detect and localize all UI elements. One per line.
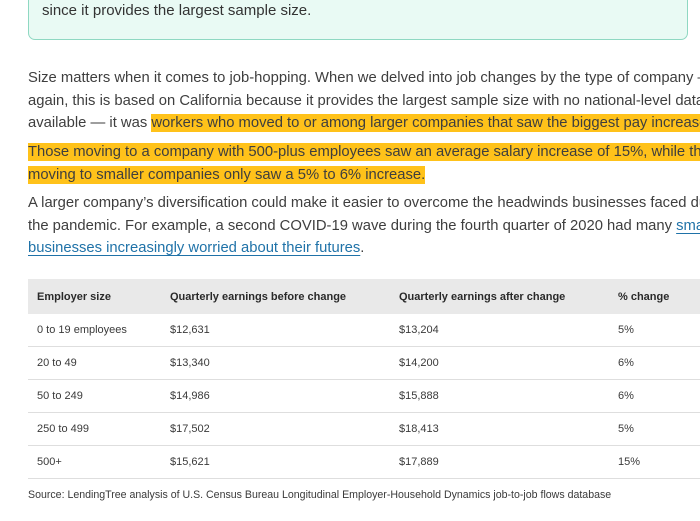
table-row: 250 to 499 $17,502 $18,413 5%	[28, 413, 700, 446]
table-cell: $13,204	[399, 324, 439, 336]
column-header-after: Quarterly earnings after change	[399, 290, 566, 303]
table-header-row: Employer size Quarterly earnings before …	[28, 279, 700, 314]
paragraph-line: Size matters when it comes to job-hoppin…	[28, 70, 700, 86]
table-row: 20 to 49 $13,340 $14,200 6%	[28, 347, 700, 380]
text-span: available — it was	[28, 115, 152, 131]
highlighted-text: moving to smaller companies only saw a 5…	[28, 165, 426, 184]
table-cell: 250 to 499	[37, 423, 89, 435]
table-cell: 6%	[618, 357, 634, 369]
table-cell: 5%	[618, 423, 634, 435]
table-cell: $14,986	[170, 390, 210, 402]
paragraph-job-hopping: Size matters when it comes to job-hoppin…	[28, 67, 700, 135]
table-cell: 6%	[618, 390, 634, 402]
text-span: the pandemic. For example, a second COVI…	[28, 217, 677, 234]
table-row: 50 to 249 $14,986 $15,888 6%	[28, 380, 700, 413]
employer-size-table: Employer size Quarterly earnings before …	[28, 279, 700, 479]
table-source-note: Source: LendingTree analysis of U.S. Cen…	[28, 489, 612, 501]
table-cell: $13,340	[170, 357, 210, 369]
table-cell: 0 to 19 employees	[37, 324, 127, 336]
table-cell: 500+	[37, 456, 62, 468]
table-cell: $17,889	[399, 456, 439, 468]
paragraph-line: Those moving to a company with 500-plus …	[28, 141, 700, 164]
table-cell: $12,631	[170, 324, 210, 336]
table-row: 500+ $15,621 $17,889 15%	[28, 446, 700, 479]
paragraph-line: available — it was workers who moved to …	[28, 112, 700, 135]
paragraph-line: again, this is based on California becau…	[28, 92, 700, 109]
table-cell: $15,888	[399, 390, 439, 402]
small-businesses-link[interactable]: small	[676, 217, 700, 234]
table-cell: $14,200	[399, 357, 439, 369]
paragraph-salary-increase: Those moving to a company with 500-plus …	[28, 141, 700, 186]
paragraph-line: the pandemic. For example, a second COVI…	[28, 215, 700, 238]
table-cell: $18,413	[399, 423, 439, 435]
table-cell: 15%	[618, 456, 641, 468]
table-cell: 50 to 249	[37, 390, 83, 402]
table-cell: 5%	[618, 324, 634, 336]
paragraph-line: moving to smaller companies only saw a 5…	[28, 164, 700, 187]
table-cell: $15,621	[170, 456, 210, 468]
highlighted-text: workers who moved to or among larger com…	[151, 114, 700, 132]
table-cell: 20 to 49	[37, 357, 77, 369]
table-row: 0 to 19 employees $12,631 $13,204 5%	[28, 314, 700, 347]
paragraph-diversification: A larger company’s diversification could…	[28, 192, 700, 260]
highlighted-text: Those moving to a company with 500-plus …	[28, 143, 700, 161]
column-header-before: Quarterly earnings before change	[170, 290, 347, 303]
paragraph-line: A larger company’s diversification could…	[28, 195, 700, 211]
table-cell: $17,502	[170, 423, 210, 435]
column-header-employer-size: Employer size	[37, 290, 111, 303]
small-businesses-link-continued[interactable]: businesses increasingly worried about th…	[28, 240, 361, 256]
paragraph-line: businesses increasingly worried about th…	[28, 237, 700, 260]
callout-box: since it provides the largest sample siz…	[28, 0, 688, 40]
column-header-change: % change	[618, 290, 670, 303]
callout-text: since it provides the largest sample siz…	[42, 2, 312, 19]
text-span: .	[360, 240, 365, 256]
